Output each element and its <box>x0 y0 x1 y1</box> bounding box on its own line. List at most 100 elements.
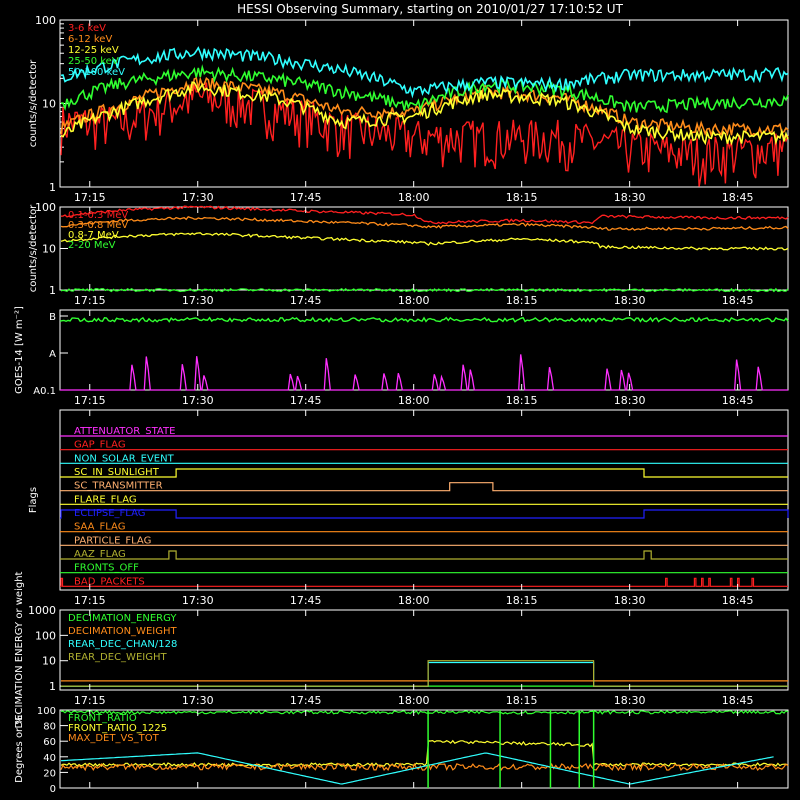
y-tick-label: A0.1 <box>33 386 56 397</box>
x-tick-label: 18:15 <box>506 191 538 204</box>
legend-entry: 0.1-0.3 MeV <box>68 210 128 221</box>
x-tick-label: 18:15 <box>506 394 538 407</box>
y-tick-label: 1 <box>49 680 56 693</box>
legend-entry: REAR_DEC_CHAN/128 <box>68 639 177 650</box>
series-line <box>60 232 789 251</box>
series-line <box>60 739 789 768</box>
x-tick-label: 17:30 <box>182 191 214 204</box>
ratios-frame <box>59 709 789 789</box>
rates-panel: 1 10 100 17:15 17:30 17:45 18:00 18:15 18:30 18:4… <box>28 14 789 204</box>
series-line <box>60 287 789 293</box>
y-tick-label: 0 <box>50 784 56 795</box>
series-line <box>60 81 789 146</box>
x-tick-label: 18:15 <box>506 694 538 707</box>
flag-label: ECLIPSE_FLAG <box>74 508 145 519</box>
flag-label: GAP_FLAG <box>74 440 126 451</box>
y-tick-label: 10 <box>42 243 56 256</box>
x-tick-label: 18:45 <box>722 294 754 307</box>
legend-entry: 3-6 keV <box>68 23 106 34</box>
x-tick-label: 17:15 <box>74 294 106 307</box>
y-tick-label: A <box>49 349 56 360</box>
y-axis-label: counts/s/detector <box>28 59 39 147</box>
legend-entry: 25-50 keV <box>68 56 119 67</box>
y-axis-label: Flags <box>28 487 39 513</box>
x-tick-label: 18:30 <box>614 294 646 307</box>
x-tick-label: 18:00 <box>398 594 430 607</box>
y-tick-label: 60 <box>43 737 56 748</box>
x-tick-label: 18:45 <box>722 694 754 707</box>
x-tick-label: 18:30 <box>614 394 646 407</box>
y-tick-label: 1 <box>49 181 56 194</box>
flag-line <box>60 577 788 587</box>
goes-short-line <box>60 354 788 391</box>
y-tick-label: B <box>49 312 56 323</box>
y-axis-label: GOES-14 [W m⁻²] <box>14 306 25 394</box>
y-tick-label: 20 <box>43 768 56 779</box>
y-tick-label: 80 <box>43 722 56 733</box>
goes-panel: A0.1 A B 17:15 17:30 17:45 18:00 18:15 18:30 18:4… <box>14 306 789 407</box>
y-tick-label: 10 <box>42 98 56 111</box>
y-tick-label: 10 <box>42 655 56 668</box>
decimation-panel: 1 10 100 1000 17:15 17:30 17:45 18:00 18:15 18:30… <box>14 571 789 728</box>
series-line <box>60 76 789 139</box>
x-tick-label: 17:45 <box>290 694 322 707</box>
x-tick-label: 17:30 <box>182 694 214 707</box>
x-tick-label: 18:45 <box>722 394 754 407</box>
series-line <box>60 205 789 225</box>
flag-label: BAD_PACKETS <box>74 576 145 587</box>
series-line <box>60 709 789 715</box>
x-tick-label: 18:30 <box>614 191 646 204</box>
flag-label: SC_IN_SUNLIGHT <box>74 467 160 478</box>
x-tick-label: 17:30 <box>182 394 214 407</box>
legend-entry: 12-25 keV <box>68 45 119 56</box>
x-tick-label: 18:30 <box>614 594 646 607</box>
figure-title: HESSI Observing Summary, starting on 201… <box>237 2 623 16</box>
series-line <box>61 660 788 687</box>
x-tick-label: 17:30 <box>182 294 214 307</box>
x-tick-label: 18:45 <box>722 594 754 607</box>
y-axis-label: Degrees or % <box>14 715 25 783</box>
x-tick-label: 17:45 <box>290 594 322 607</box>
y-axis-label: DECIMATION ENERGY or weight <box>14 571 25 728</box>
series-line <box>60 216 789 231</box>
y-tick-label: 100 <box>37 706 56 717</box>
decimation-frame <box>59 609 789 691</box>
flag-label: FRONTS_OFF <box>74 563 139 574</box>
flag-label: ATTENUATOR_STATE <box>74 426 175 437</box>
flag-line <box>60 482 788 492</box>
flag-label: NON_SOLAR_EVENT <box>74 453 175 464</box>
legend-entry: DECIMATION_WEIGHT <box>68 626 177 637</box>
flag-line <box>60 509 789 519</box>
x-tick-label: 18:00 <box>398 191 430 204</box>
flag-label: PARTICLE_FLAG <box>74 535 151 546</box>
x-tick-label: 17:15 <box>74 594 106 607</box>
x-tick-label: 18:30 <box>614 694 646 707</box>
y-tick-label: 100 <box>35 14 56 27</box>
series-line <box>60 46 789 99</box>
x-tick-label: 18:15 <box>506 594 538 607</box>
ratios-panel: 0 20 40 60 80 100 FRONT_RATIOFRONT_RATIO_1225M… <box>14 706 789 795</box>
flag-label: FLARE_FLAG <box>74 494 137 505</box>
legend-entry: 0.8-7 MeV <box>68 230 119 241</box>
x-tick-label: 17:15 <box>74 191 106 204</box>
x-tick-label: 18:00 <box>398 694 430 707</box>
y-tick-label: 1000 <box>28 604 56 617</box>
x-tick-label: 18:15 <box>506 294 538 307</box>
y-tick-label: 100 <box>35 629 56 642</box>
x-tick-label: 17:15 <box>74 394 106 407</box>
x-tick-label: 18:45 <box>722 191 754 204</box>
y-tick-label: 1 <box>49 284 56 297</box>
x-tick-label: 18:00 <box>398 294 430 307</box>
legend-entry: REAR_DEC_WEIGHT <box>68 652 167 663</box>
y-tick-label: 40 <box>43 753 56 764</box>
legend-entry: FRONT_RATIO_1225 <box>68 723 167 734</box>
series-line <box>60 752 774 785</box>
flag-label: SAA_FLAG <box>74 522 125 533</box>
series-line <box>60 64 789 114</box>
flag-label: SC_TRANSMITTER <box>74 481 163 492</box>
y-tick-label: 100 <box>35 201 56 214</box>
flag-label: AAZ_FLAG <box>74 549 126 560</box>
series-line <box>60 82 789 187</box>
x-tick-label: 17:15 <box>74 694 106 707</box>
